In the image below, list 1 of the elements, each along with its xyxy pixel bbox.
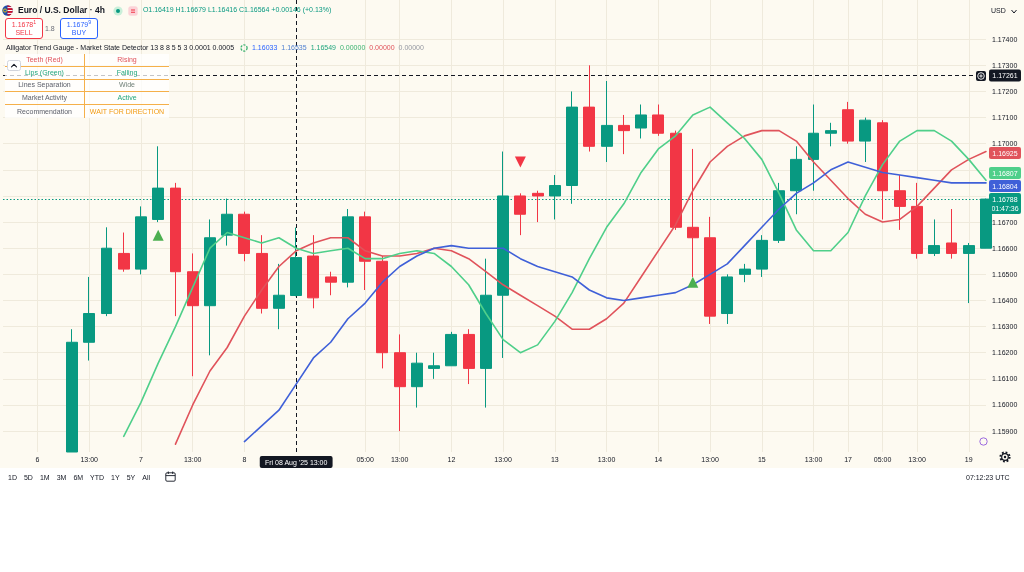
text: Euro / U.S. Dollar · 4h [18, 4, 105, 16]
